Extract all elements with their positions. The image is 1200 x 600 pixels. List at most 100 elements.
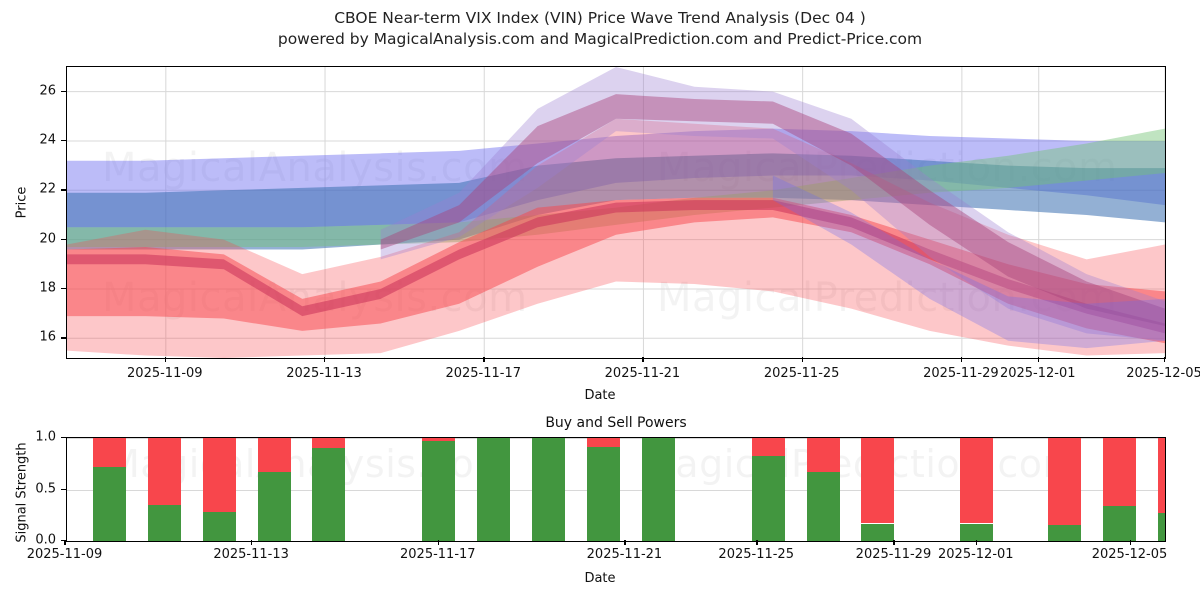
buy-power-segment <box>477 438 511 541</box>
buy-power-segment <box>147 504 181 541</box>
price-y-tick-mark <box>61 337 66 339</box>
signal-plot-area: MagicalAnalysis.comMagicalPrediction.com <box>66 437 1166 542</box>
buy-power-segment <box>960 523 994 541</box>
buy-power-segment <box>532 438 566 541</box>
signal-bar <box>257 438 291 541</box>
price-y-tick-label: 26 <box>39 83 56 99</box>
price-x-tick-mark <box>483 357 485 362</box>
buy-power-segment <box>1157 513 1165 541</box>
price-x-tick-label: 2025-12-01 <box>999 366 1076 381</box>
signal-x-tick-mark <box>64 540 66 545</box>
signal-x-tick-label: 2025-11-13 <box>213 547 289 562</box>
buy-power-segment <box>422 441 456 541</box>
sell-power-segment <box>586 438 620 448</box>
sell-power-segment <box>751 438 785 456</box>
sell-power-segment <box>422 438 456 442</box>
price-x-tick-mark <box>960 357 963 362</box>
wave-band-purple-wave-outer <box>380 67 1165 341</box>
buy-power-segment <box>586 447 620 541</box>
page-title: CBOE Near-term VIX Index (VIN) Price Wav… <box>0 8 1200 50</box>
price-y-tick-mark <box>61 287 66 290</box>
signal-x-tick-label: 2025-11-09 <box>26 547 103 562</box>
price-y-tick-label: 16 <box>39 329 56 345</box>
buy-power-segment <box>257 472 291 541</box>
price-x-tick-mark <box>1037 357 1040 362</box>
wave-band-lavender-declining <box>772 175 1165 349</box>
signal-x-tick-mark <box>756 540 758 545</box>
wave-band-red-band-inner <box>67 200 1165 334</box>
signal-gridline <box>67 541 1165 542</box>
signal-bar <box>532 438 566 541</box>
price-x-tick-mark <box>801 357 803 362</box>
signal-x-tick-label: 2025-12-01 <box>938 547 1014 562</box>
buy-power-segment <box>806 472 840 541</box>
signal-x-tick-mark <box>975 540 978 545</box>
sell-power-segment <box>257 438 291 472</box>
signal-bar <box>202 438 236 541</box>
price-plot-area: MagicalAnalysis.comMagicalPrediction.com… <box>66 66 1166 359</box>
signal-y-tick-label: 0.0 <box>35 532 56 548</box>
sell-power-segment <box>1103 438 1137 506</box>
signal-chart-panel: MagicalAnalysis.comMagicalPrediction.com… <box>27 430 1168 563</box>
signal-x-axis-label: Date <box>584 571 616 586</box>
signal-chart-title: Buy and Sell Powers <box>545 415 687 431</box>
price-y-tick-mark <box>61 189 66 191</box>
signal-x-tick-mark <box>437 540 440 545</box>
sell-power-segment <box>92 438 126 467</box>
price-y-tick-mark <box>61 238 66 240</box>
signal-bar <box>751 438 785 541</box>
buy-power-segment <box>751 455 785 541</box>
signal-x-tick-mark <box>893 540 895 545</box>
price-x-tick-label: 2025-11-13 <box>286 366 362 381</box>
signal-bar <box>586 438 620 541</box>
sell-power-segment <box>1157 438 1165 514</box>
signal-bar <box>312 438 346 541</box>
title-line-1: CBOE Near-term VIX Index (VIN) Price Wav… <box>334 9 866 27</box>
price-x-tick-mark <box>642 357 644 362</box>
title-line-2: powered by MagicalAnalysis.com and Magic… <box>277 30 923 48</box>
signal-x-tick-label: 2025-11-25 <box>718 547 794 562</box>
signal-bar <box>960 438 994 541</box>
price-y-tick-label: 24 <box>39 132 56 148</box>
price-wave-bands <box>67 67 1165 358</box>
price-y-tick-mark <box>61 90 66 92</box>
price-x-tick-mark <box>324 357 326 362</box>
buy-power-segment <box>861 523 895 541</box>
buy-power-segment <box>1103 505 1137 541</box>
signal-x-tick-label: 2025-11-21 <box>586 547 663 562</box>
price-x-tick-label: 2025-12-05 <box>1126 366 1200 381</box>
buy-power-segment <box>92 466 126 541</box>
signal-bar <box>861 438 895 541</box>
price-x-tick-label: 2025-11-25 <box>763 366 840 381</box>
price-chart-panel: MagicalAnalysis.comMagicalPrediction.com… <box>39 66 1200 381</box>
price-x-tick-label: 2025-11-09 <box>127 366 203 381</box>
buy-power-segment <box>202 512 236 541</box>
price-x-tick-mark <box>1164 357 1166 362</box>
signal-bar <box>147 438 181 541</box>
signal-y-tick-label: 1.0 <box>35 429 56 445</box>
signal-bar <box>422 438 456 541</box>
signal-x-tick-label: 2025-11-29 <box>855 547 932 562</box>
signal-y-tick-mark <box>61 437 66 439</box>
signal-bar <box>1103 438 1137 541</box>
signal-bar <box>806 438 840 541</box>
buy-power-segment <box>312 448 346 541</box>
signal-x-tick-label: 2025-12-05 <box>1091 547 1168 562</box>
sell-power-segment <box>1048 438 1082 525</box>
signal-x-tick-label: 2025-11-17 <box>400 547 476 562</box>
signal-x-tick-mark <box>624 540 626 545</box>
wave-band-blue-band-inner <box>67 153 1165 250</box>
signal-bar <box>1157 438 1165 541</box>
signal-x-tick-mark <box>1129 540 1131 545</box>
signal-bar <box>477 438 511 541</box>
price-y-tick-label: 22 <box>39 181 56 197</box>
price-y-tick-label: 20 <box>39 231 56 247</box>
price-y-tick-mark <box>61 139 66 142</box>
signal-bar <box>92 438 126 541</box>
signal-x-tick-mark <box>251 540 253 545</box>
price-x-tick-label: 2025-11-29 <box>923 366 999 381</box>
signal-bar <box>641 438 675 541</box>
sell-power-segment <box>806 438 840 472</box>
buy-power-segment <box>641 438 675 541</box>
